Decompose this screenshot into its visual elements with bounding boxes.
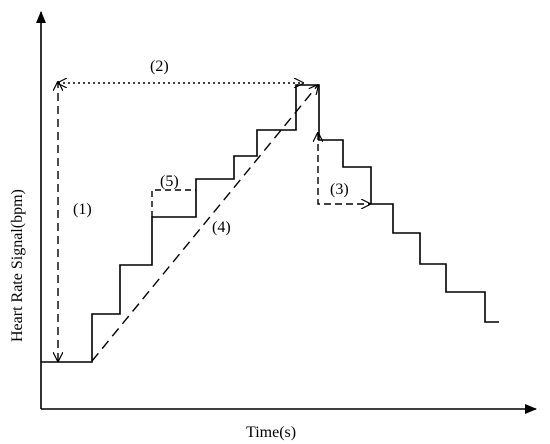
- heart-rate-signal-step-line: [41, 84, 499, 363]
- annotation-label-1: (1): [73, 201, 92, 218]
- annotation-label-2: (2): [150, 58, 169, 75]
- dashed-arrow-3: [318, 133, 370, 204]
- dashed-step-5: [151, 189, 196, 217]
- annotation-label-3: (3): [330, 181, 349, 198]
- annotation-label-5: (5): [160, 173, 179, 190]
- x-axis-title: Time(s): [246, 424, 296, 441]
- dashed-arrow-4: [91, 85, 318, 362]
- y-axis-title: Heart Rate Signal(bpm): [9, 189, 26, 342]
- annotation-label-4: (4): [212, 219, 231, 236]
